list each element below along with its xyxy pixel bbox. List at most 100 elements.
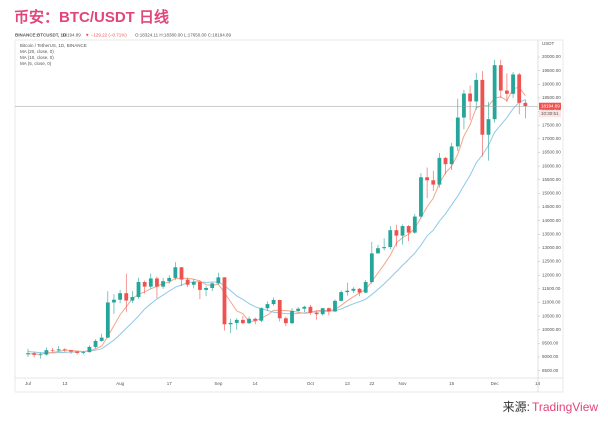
candle-body [253, 318, 258, 321]
y-tick-label: 13500.00 [542, 231, 561, 236]
candle-body [93, 340, 98, 347]
candle-body [326, 308, 331, 312]
candle-body [210, 283, 215, 288]
candle-body [277, 300, 282, 319]
candle-body [179, 267, 184, 280]
y-tick-label: 10500.00 [542, 313, 561, 318]
candle-body [388, 230, 393, 248]
candle-body [191, 282, 196, 285]
candle-body [394, 230, 399, 236]
y-tick-label: 17500.00 [542, 122, 561, 127]
candle-body [87, 346, 92, 353]
x-tick-label: 22 [369, 381, 375, 386]
candle-body [296, 308, 301, 311]
y-tick-label: 19500.00 [542, 68, 561, 73]
header-symbol: BINANCE:BTCUSDT, 1D [15, 33, 67, 38]
y-unit: USDT [542, 41, 555, 46]
candle-body [265, 304, 270, 309]
candle-body [173, 267, 178, 278]
y-tick-label: 18500.00 [542, 95, 561, 100]
candle-body [492, 65, 497, 120]
legend-entry: MA (20, close, 0) [20, 49, 54, 54]
candle-body [50, 350, 55, 351]
candle-body [431, 180, 436, 185]
legend-entry: Bitcoin / TetherUS, 1D, BINANCE [20, 43, 87, 48]
y-tick-label: 9500.00 [542, 341, 559, 346]
header-last: 18194.89 [62, 33, 81, 38]
candle-body [498, 65, 503, 91]
header-change: ▼ −129.22 (−0.71%) [85, 33, 127, 38]
candle-body [167, 277, 172, 282]
x-tick-label: 14 [253, 381, 259, 386]
candle-body [437, 157, 442, 185]
candle-body [505, 90, 509, 94]
candle-body [75, 351, 80, 353]
y-tick-label: 16500.00 [542, 150, 561, 155]
candle-body [204, 288, 208, 290]
candle-body [234, 319, 239, 323]
candle-body [406, 226, 411, 233]
y-tick-label: 12500.00 [542, 259, 561, 264]
candle-body [56, 349, 61, 351]
candle-body [222, 277, 227, 325]
y-tick-label: 14500.00 [542, 204, 561, 209]
candle-body [99, 337, 104, 341]
candle-body [283, 318, 288, 324]
candle-body [302, 306, 307, 309]
y-tick-label: 17000.00 [542, 136, 561, 141]
x-tick-label: 16 [449, 381, 455, 386]
candle-body [455, 117, 460, 147]
candle-body [44, 350, 49, 355]
candle-body [357, 288, 362, 293]
candle-body [62, 349, 67, 351]
candle-body [443, 157, 448, 165]
candle-body [376, 248, 380, 254]
candle-body [468, 93, 472, 102]
candle-body [523, 102, 528, 107]
candle-body [259, 308, 264, 321]
candle-body [308, 306, 313, 313]
candle-body [290, 310, 294, 324]
candle-body [351, 288, 356, 291]
x-tick-label: Aug [116, 381, 125, 386]
candle-body [38, 354, 43, 356]
candle-body [136, 282, 141, 297]
candle-body [142, 282, 147, 287]
ma-line [27, 86, 526, 355]
candle-body [216, 277, 221, 284]
candle-body [517, 74, 522, 103]
candle-body [124, 293, 129, 301]
candle-body [228, 322, 233, 325]
x-tick-label: 13 [62, 381, 68, 386]
y-tick-label: 10000.00 [542, 327, 561, 332]
candle-body [118, 293, 122, 300]
x-tick-label: Sep [214, 381, 223, 386]
candle-body [419, 177, 423, 217]
y-tick-label: 19000.00 [542, 81, 561, 86]
y-tick-label: 15000.00 [542, 191, 561, 196]
x-tick-label: Nov [399, 381, 408, 386]
y-tick-label: 11000.00 [542, 300, 561, 305]
candle-body [247, 318, 251, 324]
chart-title: 币安：BTC/USDT 日线 [14, 8, 169, 26]
candle-body [462, 93, 466, 118]
candle-body [105, 302, 110, 338]
candle-body [69, 350, 73, 352]
candle-body [339, 292, 344, 301]
candle-body [480, 79, 485, 135]
candle-body [314, 312, 319, 315]
candle-body [382, 247, 387, 249]
source: TradingView [532, 400, 598, 414]
y-tick-label: 16000.00 [542, 163, 561, 168]
candle-body [185, 279, 190, 285]
y-tick-label: 12000.00 [542, 272, 561, 277]
candle-body [241, 319, 245, 324]
countdown-label: 10:30:51 [541, 111, 559, 116]
candle-body [130, 297, 135, 301]
candle-body [333, 300, 337, 312]
x-tick-label: Jul [25, 381, 31, 386]
candle-body [81, 352, 86, 353]
candle-body [320, 308, 325, 315]
